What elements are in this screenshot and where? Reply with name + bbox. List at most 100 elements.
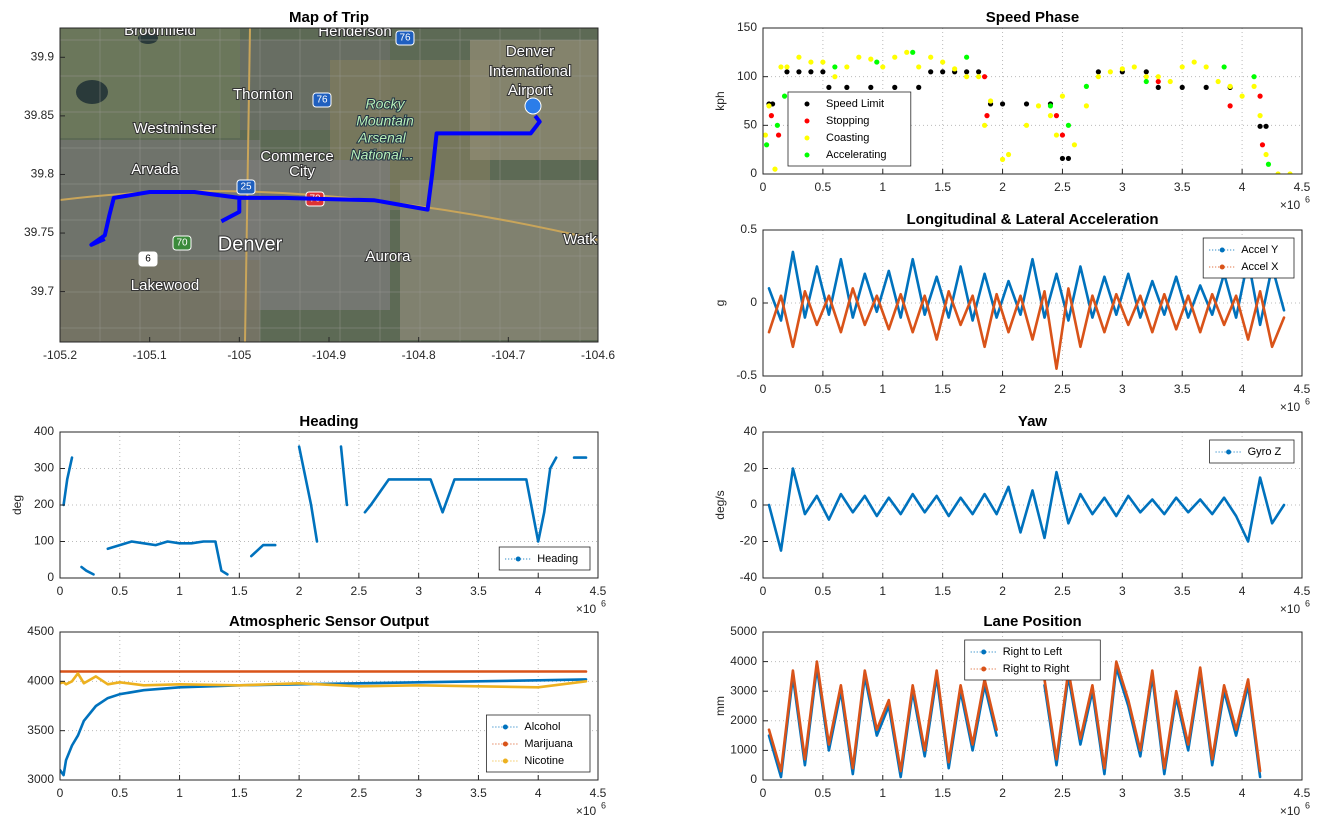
point (1257, 94, 1262, 99)
place-label: Arsenal (357, 130, 406, 146)
x-tick-label: 4.5 (1294, 786, 1311, 800)
legend-label: Accel X (1241, 261, 1279, 273)
chart-title: Atmospheric Sensor Output (229, 613, 429, 630)
y-tick-label: 400 (34, 424, 54, 438)
x-tick-label: 1.5 (934, 786, 951, 800)
place-label: Watk (563, 231, 597, 248)
place-label: Westminster (133, 120, 216, 137)
x-tick-label: 2 (296, 786, 303, 800)
y-tick-label: 4000 (27, 674, 54, 688)
x-multiplier-exponent: 6 (1305, 194, 1310, 204)
point (1066, 123, 1071, 128)
x-tick-label: 4 (1239, 382, 1246, 396)
shield-label: 70 (176, 238, 188, 249)
point (916, 85, 921, 90)
legend-marker (1220, 265, 1225, 270)
x-multiplier-exponent: 6 (601, 800, 606, 810)
lake (76, 80, 108, 104)
point (1000, 157, 1005, 162)
point (844, 64, 849, 69)
place-label: Denver (506, 43, 554, 60)
y-tick-label: 300 (34, 461, 54, 475)
point (940, 69, 945, 74)
y-tick-label: 39.85 (24, 108, 54, 122)
legend-marker (805, 136, 810, 141)
x-tick-label: 3.5 (1174, 180, 1191, 194)
point (775, 123, 780, 128)
x-tick-label: 0 (760, 786, 767, 800)
x-tick-label: 1.5 (934, 584, 951, 598)
y-tick-label: 39.9 (31, 49, 55, 63)
y-tick-label: 3000 (730, 683, 757, 697)
point (1240, 94, 1245, 99)
y-tick-label: 1000 (730, 743, 757, 757)
x-tick-label: -105.2 (43, 348, 77, 362)
point (910, 50, 915, 55)
x-tick-label: 2 (999, 786, 1006, 800)
legend-label: Heading (537, 553, 578, 565)
legend-marker (805, 119, 810, 124)
point (892, 85, 897, 90)
x-tick-label: 3 (1119, 584, 1126, 598)
point (976, 74, 981, 79)
figure: BroomfieldHendersonDenverInternationalAi… (0, 0, 1325, 825)
x-tick-label: 0 (760, 584, 767, 598)
point (808, 59, 813, 64)
point (976, 69, 981, 74)
x-tick-label: 0.5 (111, 584, 128, 598)
point (1060, 132, 1065, 137)
point (832, 74, 837, 79)
y-axis-label: deg/s (713, 490, 727, 519)
point (868, 57, 873, 62)
point (1048, 113, 1053, 118)
x-tick-label: 4 (1239, 786, 1246, 800)
y-tick-label: 100 (34, 534, 54, 548)
place-label: Aurora (365, 248, 411, 265)
point (1168, 79, 1173, 84)
x-tick-label: 4 (1239, 584, 1246, 598)
y-tick-label: 2000 (730, 713, 757, 727)
point (868, 85, 873, 90)
point (1192, 59, 1197, 64)
y-tick-label: 150 (737, 20, 757, 34)
x-tick-label: 3.5 (1174, 786, 1191, 800)
point (784, 69, 789, 74)
point (1228, 84, 1233, 89)
legend-label: Speed Limit (826, 98, 884, 110)
x-tick-label: 3 (1119, 180, 1126, 194)
x-tick-label: 2.5 (1054, 584, 1071, 598)
x-tick-label: 4.5 (1294, 180, 1311, 194)
y-tick-label: 0 (750, 497, 757, 511)
x-tick-label: 4 (535, 584, 542, 598)
legend-label: Marijuana (524, 738, 573, 750)
map-region (60, 260, 260, 350)
x-tick-label: 2.5 (351, 786, 368, 800)
x-tick-label: 2 (999, 584, 1006, 598)
x-tick-label: 2 (999, 180, 1006, 194)
x-tick-label: 4.5 (1294, 584, 1311, 598)
x-tick-label: 4.5 (590, 786, 607, 800)
x-tick-label: 0.5 (815, 180, 832, 194)
chart-title: Speed Phase (986, 9, 1079, 26)
x-tick-label: 2.5 (351, 584, 368, 598)
place-label: Arvada (131, 161, 179, 178)
point (1156, 85, 1161, 90)
point (1006, 152, 1011, 157)
point (892, 55, 897, 60)
point (1024, 123, 1029, 128)
x-tick-label: 3.5 (1174, 382, 1191, 396)
shield-label: 25 (240, 182, 252, 193)
point (1180, 64, 1185, 69)
point (820, 69, 825, 74)
x-tick-label: -105 (227, 348, 251, 362)
x-tick-label: 1.5 (934, 382, 951, 396)
x-tick-label: -104.6 (581, 348, 615, 362)
place-label: Mountain (356, 113, 414, 129)
point (769, 113, 774, 118)
shield-label: 6 (145, 254, 151, 265)
point (820, 59, 825, 64)
x-tick-label: 4.5 (1294, 382, 1311, 396)
point (1120, 66, 1125, 71)
x-multiplier-exponent: 6 (1305, 396, 1310, 406)
x-multiplier: ×10 (576, 804, 597, 818)
